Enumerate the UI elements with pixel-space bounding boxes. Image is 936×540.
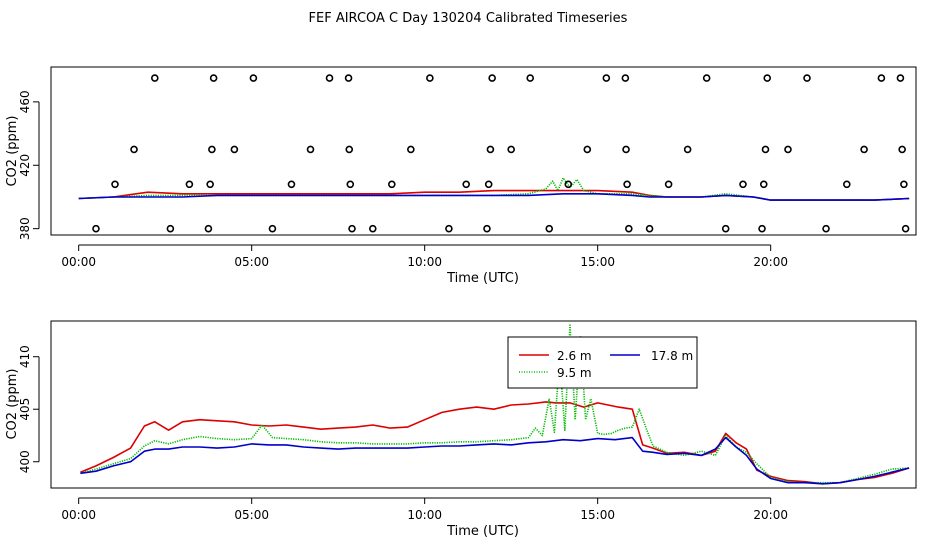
top-marker-point — [130, 145, 138, 154]
top-marker-point — [822, 224, 830, 233]
top-marker-point — [407, 145, 415, 154]
top-marker-point — [388, 180, 396, 189]
bottom-y-tick-label: 400 — [18, 450, 32, 473]
top-x-tick-label: 15:00 — [580, 255, 615, 269]
top-marker-point — [209, 74, 218, 82]
top-x-axis-label: Time (UTC) — [446, 271, 519, 286]
top-y-tick-label: 460 — [18, 90, 32, 113]
bottom-y-tick-label: 405 — [18, 398, 32, 421]
bottom-panel: Time (UTC) CO2 (ppm) 00:00 05:00 10:00 15:0… — [5, 320, 917, 539]
top-marker-point — [623, 180, 631, 189]
top-marker-point — [702, 74, 711, 82]
bottom-series-2-6-mline — [80, 401, 910, 485]
top-marker-point — [602, 74, 611, 82]
top-marker-point — [483, 224, 491, 233]
top-marker-point — [683, 145, 692, 154]
top-marker-point — [166, 224, 175, 233]
top-marker-point — [344, 74, 353, 82]
top-marker-point — [545, 224, 554, 233]
top-marker-point — [306, 145, 315, 154]
bottom-y-tick-label: 410 — [18, 345, 32, 368]
top-marker-point — [900, 180, 908, 189]
figure-title: FEF AIRCOA C Day 130204 Calibrated Times… — [309, 11, 628, 26]
top-marker-point — [898, 145, 906, 154]
top-marker-point — [268, 224, 277, 233]
top-y-axis-label: CO2 (ppm) — [5, 115, 20, 186]
bottom-plot-frame — [50, 320, 917, 489]
bottom-series-9-5-mline — [80, 324, 910, 484]
top-marker-point — [621, 74, 630, 82]
legend-label-2-6m: 2.6 m — [557, 349, 592, 363]
top-marker-point — [325, 74, 334, 82]
top-marker-point — [739, 180, 747, 189]
top-marker-point — [348, 224, 356, 233]
top-marker-point — [208, 145, 216, 154]
top-marker-point — [346, 180, 355, 189]
top-marker-point — [230, 145, 239, 154]
bottom-x-tick-label: 20:00 — [753, 508, 788, 522]
top-marker-point — [368, 224, 377, 233]
top-marker-point — [761, 145, 770, 154]
legend: 2.6 m 9.5 m 17.8 m — [507, 336, 698, 389]
top-marker-point — [625, 224, 633, 233]
top-x-tick-label: 20:00 — [753, 255, 788, 269]
top-marker-point — [803, 74, 811, 82]
top-y-tick-label: 420 — [18, 154, 32, 177]
top-marker-point — [896, 74, 905, 82]
top-marker-point — [111, 180, 119, 189]
top-marker-point — [842, 180, 851, 189]
top-marker-point — [583, 145, 592, 154]
top-x-tick-label: 10:00 — [407, 255, 442, 269]
top-marker-point — [445, 224, 453, 233]
legend-box — [507, 336, 698, 389]
legend-label-17-8m: 17.8 m — [651, 349, 693, 363]
top-marker-point — [664, 180, 673, 189]
top-marker-point — [486, 145, 495, 154]
top-marker-point — [92, 224, 100, 233]
top-x-tick-label: 00:00 — [61, 255, 96, 269]
legend-label-9-5m: 9.5 m — [557, 366, 592, 380]
bottom-x-tick-label: 00:00 — [61, 508, 96, 522]
top-marker-point — [204, 224, 213, 233]
bottom-x-tick-label: 15:00 — [580, 508, 615, 522]
top-marker-point — [901, 224, 910, 233]
bottom-x-tick-label: 10:00 — [407, 508, 442, 522]
top-marker-point — [151, 74, 159, 82]
top-marker-point — [759, 180, 768, 189]
top-marker-point — [488, 74, 496, 82]
top-marker-point — [426, 74, 434, 82]
top-panel: Time (UTC) CO2 (ppm) 00:00 05:00 10:00 15:0… — [5, 66, 917, 286]
top-marker-point — [526, 74, 535, 82]
top-marker-point — [763, 74, 772, 82]
top-marker-point — [462, 180, 471, 189]
top-marker-point — [784, 145, 792, 154]
bottom-marks: 00:00 05:00 10:00 15:00 20:00 400 405 410 — [18, 324, 910, 522]
top-marker-point — [287, 180, 296, 189]
top-marker-point — [645, 224, 654, 233]
top-marker-point — [484, 180, 493, 189]
top-marker-point — [185, 180, 194, 189]
top-marker-point — [507, 145, 515, 154]
top-series-17-8-mline — [78, 193, 910, 201]
top-y-tick-label: 380 — [18, 217, 32, 240]
bottom-x-tick-label: 05:00 — [234, 508, 269, 522]
top-marker-point — [860, 145, 868, 154]
bottom-series-17-8-mline — [80, 436, 910, 485]
bottom-x-axis-label: Time (UTC) — [446, 524, 519, 539]
top-marker-point — [622, 145, 630, 154]
top-x-tick-label: 05:00 — [234, 255, 269, 269]
top-plot-frame — [50, 66, 917, 236]
top-marker-point — [206, 180, 214, 189]
bottom-y-axis-label: CO2 (ppm) — [5, 368, 20, 439]
top-marker-point — [345, 145, 354, 154]
top-marker-point — [564, 180, 573, 189]
top-marker-point — [877, 74, 886, 82]
top-marks: 00:00 05:00 10:00 15:00 20:00 380 420 460 — [18, 74, 910, 269]
top-marker-point — [721, 224, 730, 233]
top-marker-point — [249, 74, 258, 82]
top-marker-point — [758, 224, 766, 233]
